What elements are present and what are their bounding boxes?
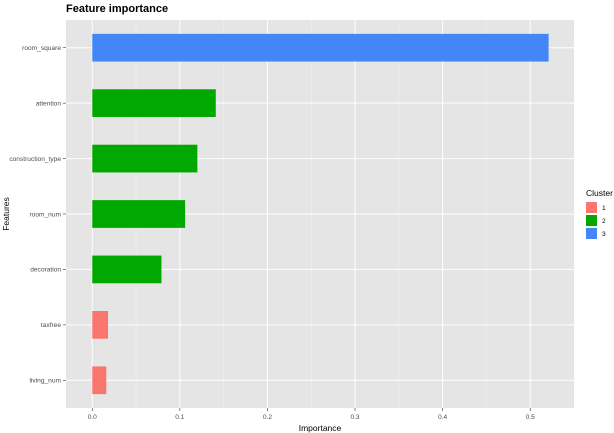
- legend-swatch-2: [586, 215, 597, 226]
- bar-room_num: [92, 200, 186, 228]
- bar-attention: [92, 89, 216, 117]
- legend-label-3: 3: [602, 231, 606, 238]
- bar-construction_type: [92, 144, 198, 173]
- bar-taxfree: [92, 311, 109, 339]
- y-tick-label: room_num: [29, 211, 61, 218]
- y-tick-label: attention: [36, 100, 62, 107]
- y-tick-label: room_square: [22, 45, 61, 52]
- legend-label-2: 2: [602, 218, 606, 225]
- legend-label-1: 1: [602, 205, 606, 212]
- legend: Cluster 1 2 3: [586, 188, 613, 239]
- legend-swatch-1: [586, 202, 597, 213]
- legend-title: Cluster: [586, 188, 613, 198]
- x-axis-ticks: 0.0 0.1 0.2 0.3 0.4 0.5: [88, 408, 535, 421]
- y-tick-label: construction_type: [9, 156, 61, 163]
- bar-decoration: [92, 255, 162, 284]
- y-tick-label: living_num: [29, 378, 61, 385]
- x-tick-label: 0.5: [526, 414, 535, 421]
- x-tick-label: 0.1: [175, 414, 184, 421]
- x-tick-label: 0.3: [350, 414, 359, 421]
- x-axis-title: Importance: [299, 423, 342, 433]
- x-tick-label: 0.4: [438, 414, 447, 421]
- bar-living_num: [92, 366, 107, 395]
- legend-items: 1 2 3: [586, 202, 606, 239]
- x-tick-label: 0.2: [263, 414, 272, 421]
- y-tick-label: taxfree: [41, 322, 61, 329]
- bar-room_square: [92, 33, 549, 62]
- x-tick-label: 0.0: [88, 414, 97, 421]
- chart-title: Feature importance: [66, 3, 168, 15]
- bars: [92, 33, 549, 395]
- y-axis-ticks: room_square attention construction_typeroo…: [9, 45, 66, 385]
- legend-swatch-3: [586, 228, 597, 239]
- y-tick-label: decoration: [30, 267, 61, 274]
- y-axis-title: Features: [1, 197, 11, 231]
